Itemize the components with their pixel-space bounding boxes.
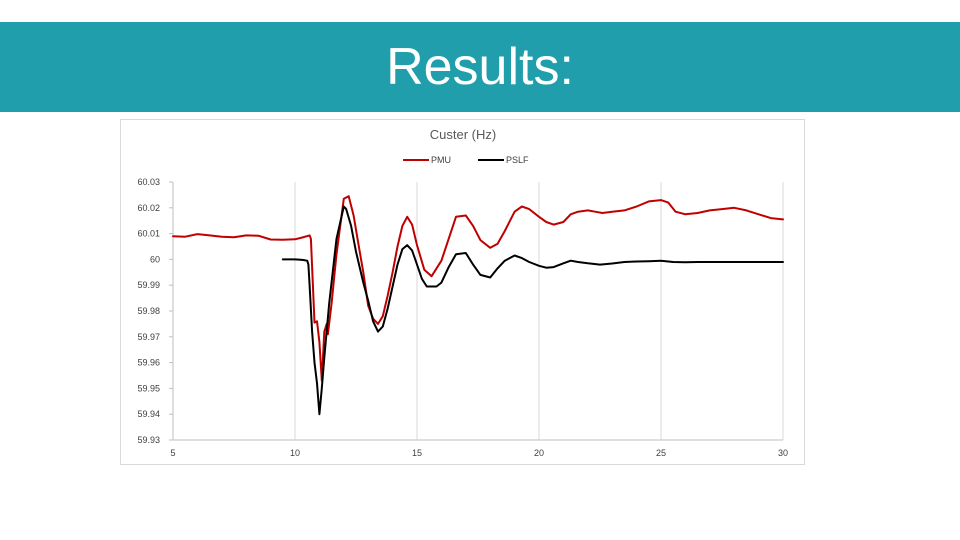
y-tick-label: 60.03 [137, 177, 160, 187]
series-line-pslf [281, 205, 784, 416]
y-tick-label: 60 [150, 254, 160, 264]
series-line-pmu [172, 195, 784, 382]
y-tick-label: 60.02 [137, 203, 160, 213]
y-tick-label: 59.97 [137, 332, 160, 342]
y-tick-label: 59.96 [137, 358, 160, 368]
y-tick-label: 60.01 [137, 229, 160, 239]
y-tick-label: 59.95 [137, 383, 160, 393]
x-tick-label: 25 [656, 448, 666, 458]
legend-label-pmu: PMU [431, 155, 451, 165]
x-tick-label: 15 [412, 448, 422, 458]
y-tick-label: 59.98 [137, 306, 160, 316]
legend-label-pslf: PSLF [506, 155, 529, 165]
x-tick-label: 30 [778, 448, 788, 458]
y-tick-label: 59.93 [137, 435, 160, 445]
x-tick-label: 10 [290, 448, 300, 458]
legend: PMU PSLF [403, 155, 529, 165]
x-tick-label: 5 [170, 448, 175, 458]
y-tick-label: 59.94 [137, 409, 160, 419]
series-lines [172, 195, 784, 416]
grid-lines [294, 182, 784, 440]
chart-container: Custer (Hz) PMU PSLF 5 10 15 20 25 30 59.93 59.… [120, 119, 805, 465]
y-tick-label: 59.99 [137, 280, 160, 290]
x-tick-label: 20 [534, 448, 544, 458]
chart-title: Custer (Hz) [430, 127, 496, 142]
axes: 5 10 15 20 25 30 59.93 59.94 59.95 59.96 59.97 59.9… [137, 177, 788, 458]
frequency-line-chart: Custer (Hz) PMU PSLF 5 10 15 20 25 30 59.93 59.… [137, 127, 788, 458]
slide-title: Results: [386, 38, 574, 96]
slide-header: Results: [0, 22, 960, 112]
